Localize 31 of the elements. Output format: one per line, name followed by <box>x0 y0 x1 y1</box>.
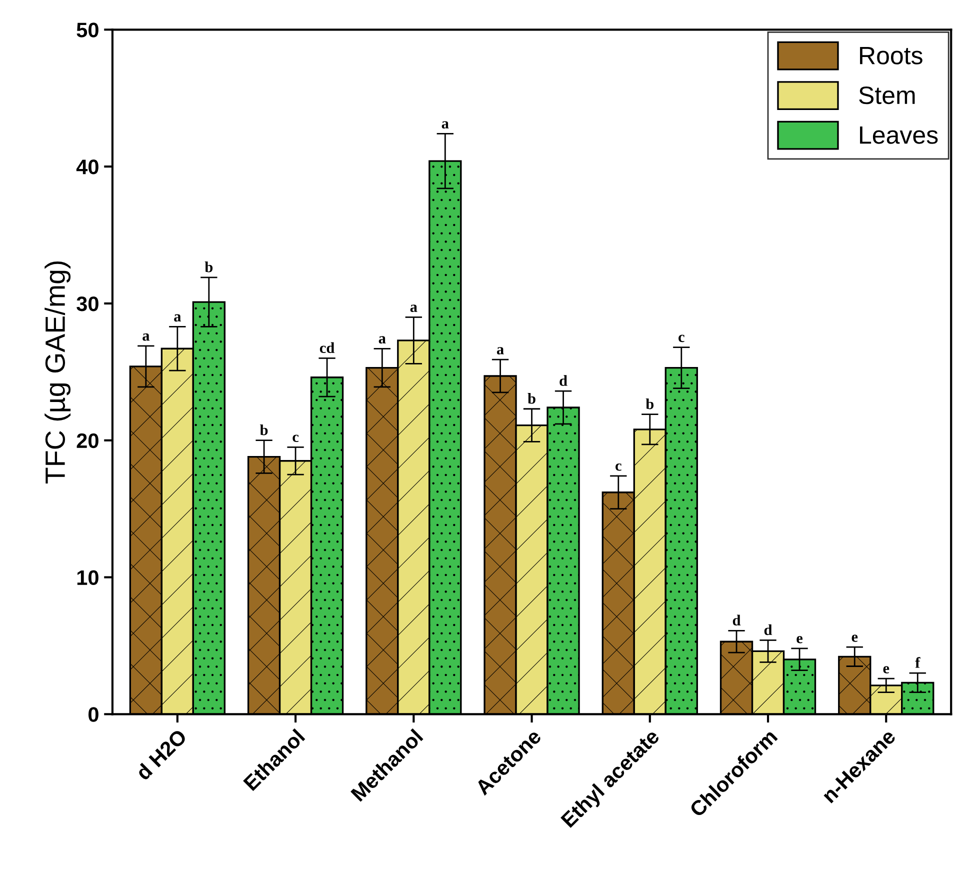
legend-label: Stem <box>859 86 915 104</box>
annotation: c <box>678 334 684 342</box>
annotation: a <box>142 333 150 341</box>
annotation: a <box>496 347 504 354</box>
y-tick-label: 20 <box>76 433 98 448</box>
annotation: a <box>410 304 418 312</box>
legend-label: Roots <box>860 46 922 64</box>
annotation: d <box>560 375 568 386</box>
annotation: b <box>204 262 213 272</box>
y-tick-label: 0 <box>88 707 98 722</box>
annotation: e <box>852 634 858 642</box>
annotation: f <box>915 657 920 668</box>
annotation: a <box>442 121 449 129</box>
annotation: d <box>764 624 772 636</box>
annotation: c <box>616 463 622 471</box>
annotation: d <box>732 614 741 626</box>
annotation: a <box>378 336 386 344</box>
annotation: b <box>260 424 268 436</box>
annotation: c <box>292 434 299 442</box>
y-tick-label: 50 <box>76 22 98 38</box>
annotation: cd <box>320 342 335 354</box>
y-axis-title: TFC (µg GAE/mg) <box>44 261 71 484</box>
y-tick-label: 30 <box>76 296 98 312</box>
annotation: b <box>528 392 536 404</box>
annotation: a <box>174 314 182 322</box>
legend-label: Leaves <box>860 126 938 144</box>
annotation: b <box>646 398 654 410</box>
annotation: e <box>796 636 803 644</box>
y-tick-label: 40 <box>76 160 98 174</box>
annotation: e <box>883 666 890 674</box>
y-tick-label: 10 <box>77 570 98 586</box>
